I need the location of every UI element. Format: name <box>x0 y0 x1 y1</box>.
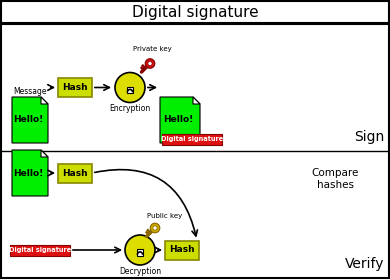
Circle shape <box>153 226 157 230</box>
FancyArrowPatch shape <box>95 170 197 236</box>
Polygon shape <box>193 97 200 104</box>
Text: Digital signature: Digital signature <box>9 247 71 253</box>
Text: Sign: Sign <box>354 130 384 144</box>
Text: Compare
hashes: Compare hashes <box>311 168 359 190</box>
Bar <box>58 164 92 183</box>
Bar <box>137 249 143 256</box>
Polygon shape <box>41 97 48 104</box>
Text: Digital signature: Digital signature <box>132 4 258 20</box>
Circle shape <box>125 235 155 265</box>
Polygon shape <box>12 150 48 196</box>
Bar <box>10 244 70 255</box>
Text: Hello!: Hello! <box>13 169 43 178</box>
Circle shape <box>145 59 155 68</box>
Circle shape <box>115 73 145 102</box>
Polygon shape <box>12 97 48 143</box>
Text: Private key: Private key <box>133 46 171 53</box>
Polygon shape <box>41 150 48 157</box>
Text: Digital signature: Digital signature <box>161 137 223 143</box>
Bar <box>58 78 92 97</box>
Text: Encryption: Encryption <box>109 104 151 113</box>
Circle shape <box>150 223 160 233</box>
Text: Public key: Public key <box>147 213 183 219</box>
Bar <box>165 241 199 260</box>
Text: Verify: Verify <box>344 257 384 271</box>
Polygon shape <box>160 97 200 143</box>
Text: Decryption: Decryption <box>119 267 161 276</box>
Bar <box>128 87 133 93</box>
Text: Message: Message <box>13 87 47 97</box>
Text: Hash: Hash <box>169 246 195 255</box>
Circle shape <box>148 61 152 66</box>
Text: Hello!: Hello! <box>163 115 193 125</box>
Bar <box>162 134 222 145</box>
Text: Hash: Hash <box>62 169 88 178</box>
Text: Hello!: Hello! <box>13 115 43 125</box>
Text: Hash: Hash <box>62 83 88 92</box>
Bar <box>1 1 389 23</box>
